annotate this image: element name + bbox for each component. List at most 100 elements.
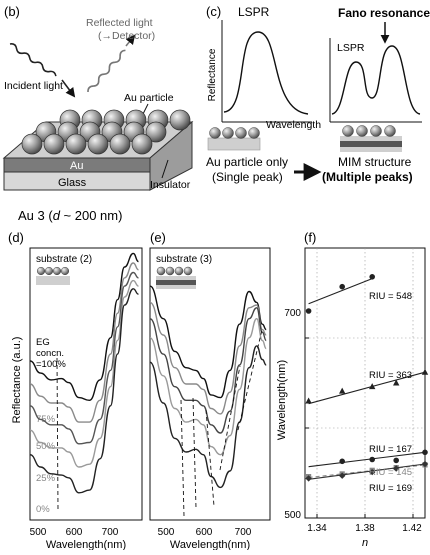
c-left-particle <box>222 127 234 139</box>
e-inset-particle <box>174 266 184 276</box>
e-guide-5 <box>237 329 263 431</box>
c-right-particle <box>356 125 368 137</box>
c-caption-left-1: Au particle only <box>206 155 288 169</box>
e-series-4 <box>149 345 267 489</box>
e-inset-particle <box>165 266 175 276</box>
c-mini-particles <box>209 125 396 139</box>
f-point-1-2 <box>369 383 376 390</box>
c-left-substrate <box>207 137 261 151</box>
detector-label: (→Detector) <box>98 30 155 42</box>
au-particles <box>21 109 191 155</box>
f-riu-label-167: RIU = 167 <box>369 444 412 455</box>
f-riu-label-145: RIU = 145 <box>369 467 412 478</box>
incident-light-wave <box>9 43 57 77</box>
panel-e-label: (e) <box>150 230 166 245</box>
d-series-1 <box>29 262 139 423</box>
e-xtick-700: 700 <box>235 527 252 538</box>
reflected-light-wave <box>87 49 126 93</box>
f-point-4-3 <box>393 465 400 472</box>
e-series-2 <box>149 307 267 434</box>
au-sphere <box>65 133 87 155</box>
d-conc-line-1: EG <box>36 337 50 348</box>
d-peak-guide <box>56 357 59 511</box>
f-point-0-0 <box>305 308 312 314</box>
e-guide-1 <box>180 399 185 517</box>
c-left-particle <box>209 127 221 139</box>
c-right-substrate-top <box>340 136 402 141</box>
d-inset-particle <box>44 266 54 276</box>
au-layer-label: Au <box>70 160 83 172</box>
d-inset-label: substrate (2) <box>36 254 92 265</box>
reflected-light-label: Reflected light <box>86 17 153 29</box>
e-inset-particle <box>156 266 166 276</box>
f-point-2-3 <box>422 449 428 456</box>
d-inset-particles <box>36 266 70 276</box>
f-xtick-138: 1.38 <box>355 523 375 534</box>
incident-light-arrow <box>61 79 76 98</box>
au-sphere <box>109 133 131 155</box>
f-point-2-1 <box>369 456 376 463</box>
e-series-0 <box>149 285 267 399</box>
d-xlabel: Wavelength(nm) <box>46 539 126 550</box>
f-point-0-2 <box>369 274 376 280</box>
d-series-0 <box>29 252 139 402</box>
d-curve-label-25: 25% <box>36 473 56 484</box>
f-point-4-2 <box>369 468 376 476</box>
incident-light-label: Incident light <box>4 80 63 92</box>
d-inset-substrate <box>36 276 70 285</box>
au-sphere <box>87 133 109 155</box>
glass-layer <box>3 171 151 191</box>
d-xtick-700: 700 <box>102 527 119 538</box>
panel-f-label: (f) <box>304 230 316 245</box>
e-xtick-600: 600 <box>196 527 213 538</box>
d-curve-label-50: 50% <box>36 441 56 452</box>
f-point-1-3 <box>393 379 400 386</box>
d-series-2 <box>29 271 139 445</box>
f-point-1-1 <box>339 387 346 394</box>
e-inset-label: substrate (3) <box>156 254 212 265</box>
panel-c-ylabel: Reflectance <box>207 48 218 101</box>
e-inset-glass <box>156 285 196 289</box>
d-inset-particle <box>60 266 70 276</box>
c-right-substrate-au <box>340 141 402 147</box>
e-guide-2 <box>192 397 197 509</box>
glass-layer-label: Glass <box>58 177 87 189</box>
c-single-peak-curve <box>223 31 309 115</box>
c-left-particle <box>235 127 247 139</box>
section-title: Au 3 (d ~ 200 nm) <box>18 208 122 223</box>
f-riu-label-548: RIU = 548 <box>369 291 412 302</box>
d-conc-line-2: concn. <box>36 348 64 359</box>
e-guide-3 <box>205 409 215 507</box>
c-right-particle <box>384 125 396 137</box>
panel-b-label: (b) <box>4 4 20 19</box>
f-ytick-500: 500 <box>284 510 301 521</box>
au-sphere <box>145 121 167 143</box>
panel-c: (c) LSPR Fano resonance Reflectance LSPR… <box>206 4 430 184</box>
e-inset-top <box>156 276 196 280</box>
e-series-3 <box>149 317 267 456</box>
c-caption-right-1: MIM structure <box>338 155 412 169</box>
c-right-particle <box>370 125 382 137</box>
e-curves <box>149 285 267 489</box>
e-guide-4 <box>219 365 241 471</box>
f-xtick-134: 1.34 <box>307 523 327 534</box>
f-riu-label-169: RIU = 169 <box>369 483 412 494</box>
panel-d-label: (d) <box>8 230 24 245</box>
panel-d: (d) substrate (2) Reflectance (a.u.) EG … <box>8 230 143 551</box>
c-lspr-peak-label: LSPR <box>337 42 365 54</box>
panel-c-label: (c) <box>206 4 221 19</box>
c-multi-peak-curve <box>331 45 421 115</box>
insulator-label: Insulator <box>150 179 191 191</box>
f-grid <box>305 248 425 519</box>
reflected-light-arrow <box>125 34 136 47</box>
f-ylabel: Wavelength(nm) <box>276 360 288 440</box>
f-point-0-1 <box>339 283 346 290</box>
d-series-3 <box>29 279 139 468</box>
panel-b: (b) Reflected light (→Detector) Incident… <box>2 4 194 191</box>
f-point-4-1 <box>339 472 346 479</box>
fano-title: Fano resonance <box>338 6 430 20</box>
d-inset-particle <box>36 266 46 276</box>
d-series-4 <box>29 288 139 494</box>
f-xtick-142: 1.42 <box>402 523 422 534</box>
